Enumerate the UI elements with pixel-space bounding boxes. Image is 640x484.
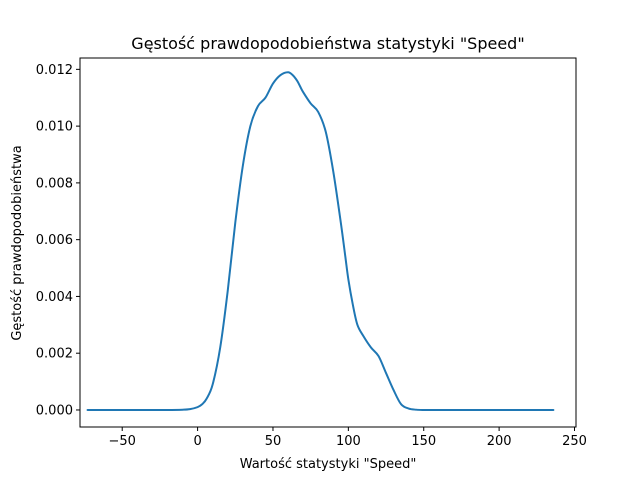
- y-axis-label: Gęstość prawdopodobieństwa: [10, 145, 25, 340]
- y-tick-label: 0.010: [36, 120, 73, 135]
- x-tick-label: 50: [265, 434, 282, 449]
- x-tick-label: −50: [108, 434, 135, 449]
- ticks-layer: −50 0 50 100 150 200 250 0.000 0.002 0.004 0.006 0.…: [36, 63, 587, 449]
- x-tick-label: 0: [193, 434, 201, 449]
- y-tick-label: 0.002: [36, 347, 73, 362]
- x-tick-label: 200: [487, 434, 512, 449]
- plot-frame: [79, 57, 577, 428]
- x-tick-label: 250: [562, 434, 587, 449]
- y-tick-label: 0.006: [36, 233, 73, 248]
- x-tick-label: 150: [411, 434, 436, 449]
- x-tick-label: 100: [336, 434, 361, 449]
- series-layer: [86, 71, 555, 411]
- density-curve: [86, 71, 555, 411]
- y-tick-label: 0.012: [36, 63, 73, 78]
- x-axis-label: Wartość statystyki "Speed": [240, 457, 417, 472]
- y-tick-label: 0.004: [36, 290, 73, 305]
- chart-title: Gęstość prawdopodobieństwa statystyki "S…: [131, 34, 524, 53]
- y-tick-label: 0.000: [36, 403, 73, 418]
- y-tick-label: 0.008: [36, 176, 73, 191]
